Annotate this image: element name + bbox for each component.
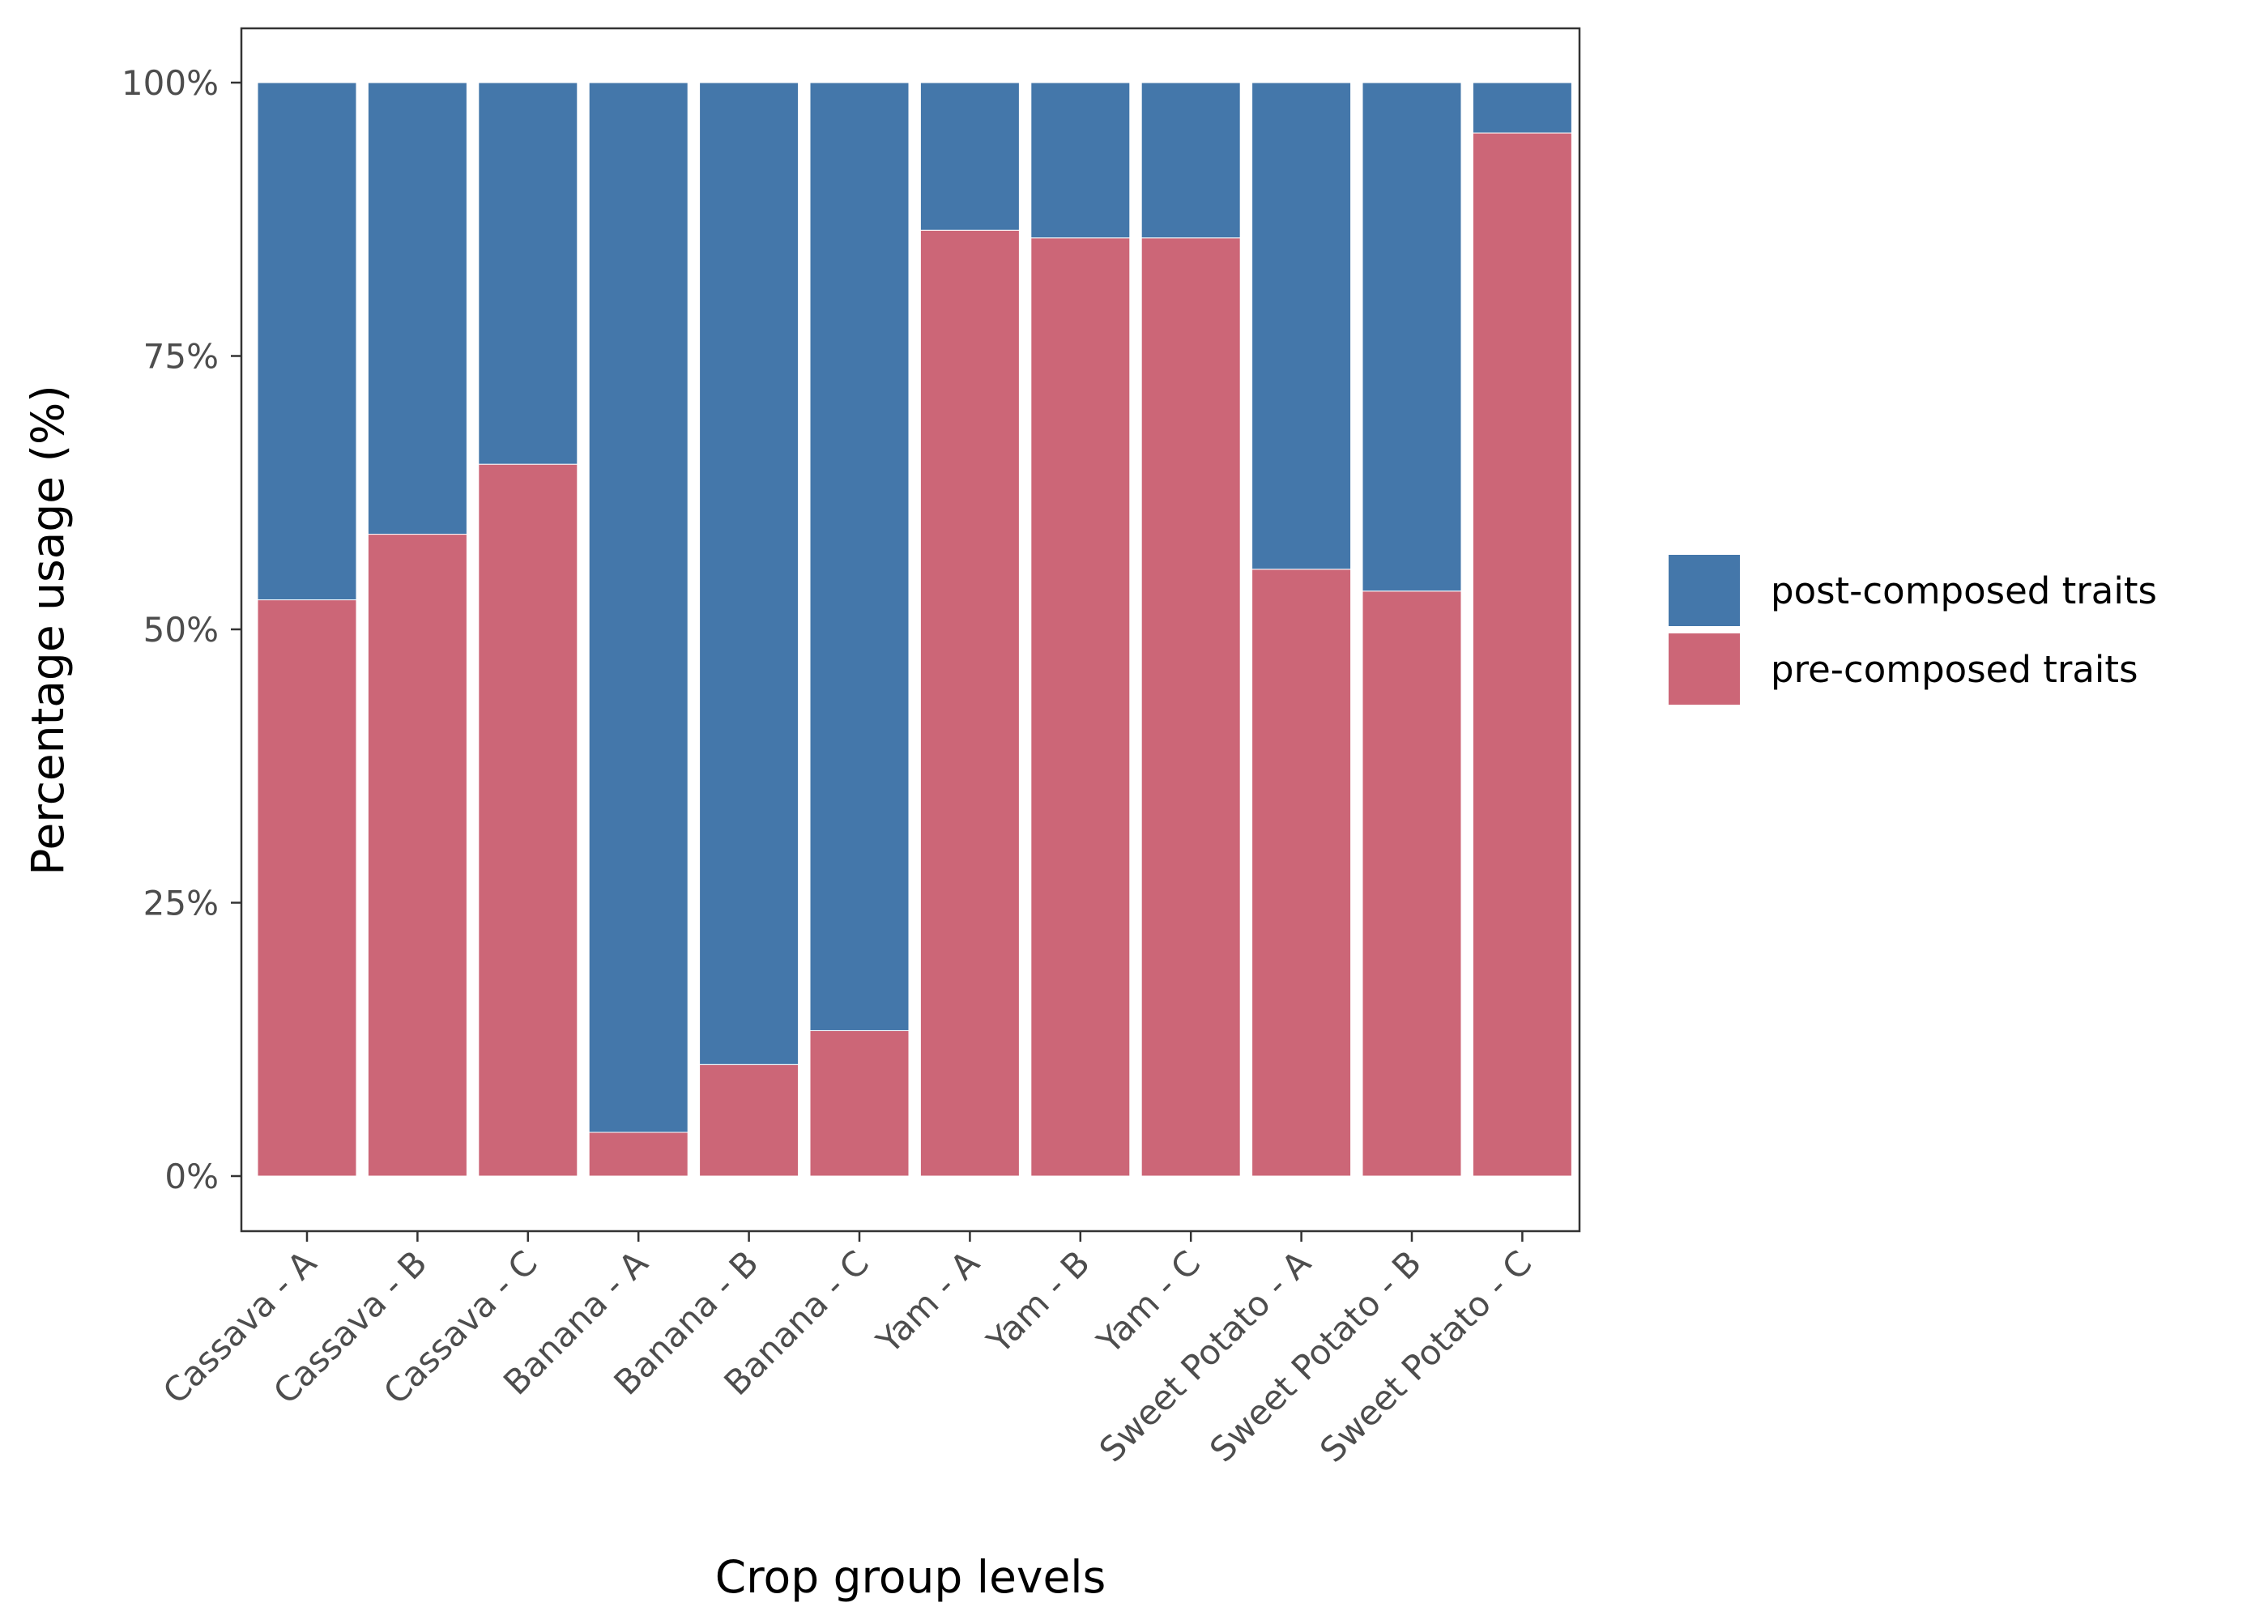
- y-tick-label: 50%: [143, 610, 219, 650]
- bar-post-9: [1251, 82, 1352, 570]
- legend-label: post-composed traits: [1771, 569, 2157, 612]
- bar-post-10: [1362, 82, 1462, 592]
- bar-post-7: [1030, 82, 1131, 239]
- bar-post-2: [478, 82, 578, 465]
- bar-post-3: [588, 82, 688, 1133]
- bar-post-1: [367, 82, 467, 535]
- bar-pre-2: [478, 463, 578, 1177]
- bar-pre-7: [1030, 237, 1131, 1177]
- y-tick-label: 75%: [143, 337, 219, 377]
- bar-pre-10: [1362, 590, 1462, 1177]
- bar-post-4: [699, 82, 799, 1065]
- legend-label: pre-composed traits: [1771, 648, 2138, 691]
- bar-pre-4: [699, 1063, 799, 1177]
- bar-pre-1: [367, 534, 467, 1177]
- y-axis-title: Percentage usage (%): [22, 385, 74, 876]
- y-axis: 0% 25% 50% 75% 100%: [122, 63, 241, 1196]
- bar-post-5: [809, 82, 910, 1031]
- bar-pre-5: [809, 1029, 910, 1177]
- y-tick-label: 25%: [143, 884, 219, 923]
- y-tick-label: 0%: [164, 1157, 219, 1196]
- bar-pre-11: [1472, 132, 1572, 1177]
- bar-pre-3: [588, 1132, 688, 1177]
- bar-pre-9: [1251, 569, 1352, 1177]
- y-tick-label: 100%: [122, 63, 219, 103]
- bar-post-6: [919, 82, 1020, 231]
- legend: post-composed traits pre-composed traits: [1669, 555, 2157, 705]
- legend-key-post-composed: [1669, 555, 1740, 626]
- bars-layer: [257, 82, 1572, 1177]
- x-axis-title: Crop group levels: [715, 1551, 1106, 1603]
- bar-pre-0: [257, 599, 357, 1177]
- bar-post-8: [1140, 82, 1241, 239]
- legend-key-pre-composed: [1669, 633, 1740, 705]
- bar-pre-8: [1140, 237, 1241, 1177]
- bar-post-11: [1472, 82, 1572, 134]
- bar-post-0: [257, 82, 357, 601]
- bar-pre-6: [919, 229, 1020, 1177]
